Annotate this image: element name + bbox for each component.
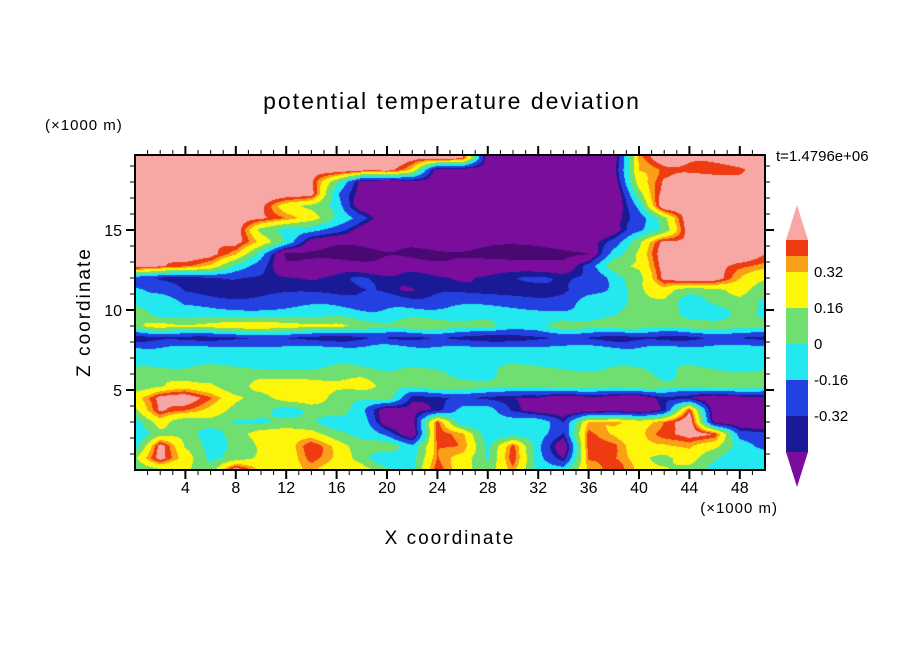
svg-text:10: 10 — [104, 303, 122, 320]
svg-text:0.16: 0.16 — [814, 300, 843, 317]
plot-title: potential temperature deviation — [263, 88, 641, 114]
contour-field-canvas — [135, 155, 765, 470]
svg-text:32: 32 — [529, 480, 547, 497]
x-axis-unit: (×1000 m) — [700, 500, 778, 517]
svg-text:12: 12 — [277, 480, 295, 497]
svg-text:-0.16: -0.16 — [814, 372, 848, 389]
svg-text:15: 15 — [104, 223, 122, 240]
svg-text:48: 48 — [731, 480, 749, 497]
x-axis-label: X coordinate — [384, 528, 516, 549]
svg-text:16: 16 — [328, 480, 346, 497]
svg-text:44: 44 — [681, 480, 699, 497]
svg-text:-0.32: -0.32 — [814, 408, 848, 425]
svg-text:20: 20 — [378, 480, 396, 497]
svg-text:4: 4 — [181, 480, 190, 497]
y-axis-unit: (×1000 m) — [45, 117, 123, 134]
svg-text:28: 28 — [479, 480, 497, 497]
svg-text:0: 0 — [814, 336, 822, 353]
svg-text:5: 5 — [113, 383, 122, 400]
svg-text:24: 24 — [429, 480, 447, 497]
svg-text:0.32: 0.32 — [814, 264, 843, 281]
svg-text:40: 40 — [630, 480, 648, 497]
svg-text:36: 36 — [580, 480, 598, 497]
y-axis-label: Z coordinate — [74, 247, 95, 377]
svg-text:8: 8 — [231, 480, 240, 497]
time-annotation: t=1.4796e+06 — [776, 148, 869, 165]
